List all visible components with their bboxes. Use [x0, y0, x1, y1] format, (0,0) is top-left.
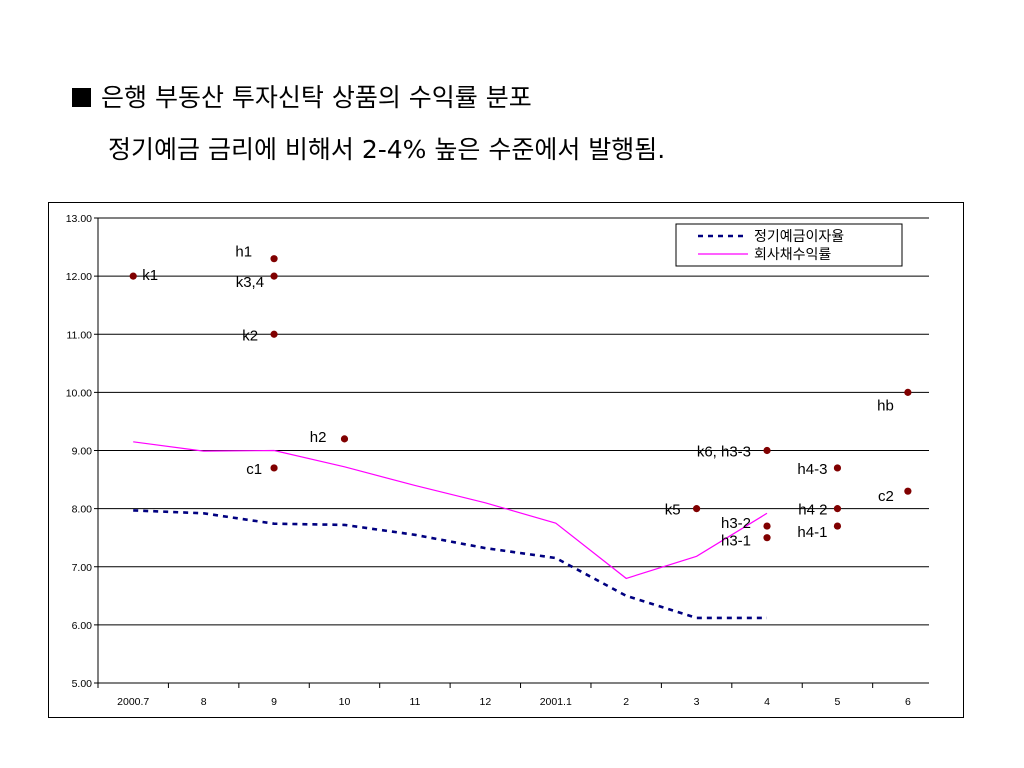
data-point — [833, 464, 842, 472]
x-tick-label: 4 — [764, 696, 770, 708]
x-tick-label: 5 — [835, 696, 841, 708]
chart-frame: 5.00 6.00 7.00 8.00 9.00 10.00 11.00 12.00 13.00… — [48, 202, 964, 718]
x-tick-label: 10 — [339, 696, 351, 708]
data-point-label: h4-1 — [797, 524, 827, 541]
square-bullet-icon — [72, 88, 91, 107]
data-point — [904, 487, 912, 495]
data-point — [340, 435, 349, 443]
data-point-label: c2 — [878, 488, 894, 505]
x-tick-label: 2001.1 — [540, 696, 572, 708]
data-point — [763, 446, 771, 455]
data-point-label: k5 — [665, 502, 681, 519]
data-point-label: k6, h3-3 — [697, 444, 751, 461]
y-tick-label: 9.00 — [72, 446, 93, 458]
data-point — [270, 330, 278, 338]
heading-text: 은행 부동산 투자신탁 상품의 수익률 분포 — [101, 83, 532, 112]
series-line-1 — [133, 509, 767, 620]
data-point-label: k3,4 — [236, 274, 264, 291]
data-point — [833, 522, 842, 530]
data-point-label: c1 — [246, 461, 262, 478]
data-point-label: h4-3 — [797, 461, 827, 478]
page-subheading: 정기예금 금리에 비해서 2-4% 높은 수준에서 발행됨. — [108, 135, 666, 164]
y-tick-label: 6.00 — [72, 620, 93, 632]
x-tick-label: 2000.7 — [117, 696, 149, 708]
data-point — [763, 522, 771, 530]
data-point-label: h1 — [235, 244, 252, 261]
data-point-label: hb — [877, 397, 894, 414]
page-heading: 은행 부동산 투자신탁 상품의 수익률 분포 — [72, 78, 532, 114]
legend-label: 정기예금이자율 — [754, 228, 844, 244]
data-point — [270, 464, 278, 472]
data-point-label: h2 — [310, 429, 327, 446]
x-tick-label: 6 — [905, 696, 911, 708]
data-point — [904, 388, 912, 396]
y-tick-label: 5.00 — [72, 678, 93, 690]
data-point-label: h4 2 — [798, 502, 827, 519]
data-point-label: k1 — [142, 267, 158, 284]
x-tick-label: 9 — [271, 696, 277, 708]
data-point — [693, 505, 701, 513]
y-tick-label: 7.00 — [72, 562, 93, 574]
data-point — [270, 255, 278, 263]
data-point — [270, 272, 278, 280]
y-tick-label: 12.00 — [66, 271, 92, 283]
data-point — [129, 272, 137, 280]
y-tick-label: 10.00 — [66, 387, 92, 399]
data-point — [763, 534, 771, 542]
x-tick-label: 2 — [623, 696, 629, 708]
y-tick-label: 11.00 — [67, 329, 93, 341]
data-point-label: k2 — [242, 327, 258, 344]
x-tick-label: 11 — [409, 696, 420, 708]
legend-label: 회사채수익률 — [754, 246, 831, 262]
y-tick-label: 13.00 — [66, 213, 92, 225]
x-tick-label: 8 — [201, 696, 207, 708]
rate-distribution-chart: 5.00 6.00 7.00 8.00 9.00 10.00 11.00 12.00 13.00… — [66, 213, 929, 708]
series-line-2 — [133, 441, 768, 580]
data-point-label: h3-1 — [721, 533, 751, 550]
data-point — [833, 505, 842, 513]
data-point-label: h3-2 — [721, 515, 751, 532]
x-tick-label: 3 — [694, 696, 700, 708]
x-tick-label: 12 — [479, 696, 491, 708]
y-tick-label: 8.00 — [72, 504, 93, 516]
legend-box — [675, 223, 903, 267]
